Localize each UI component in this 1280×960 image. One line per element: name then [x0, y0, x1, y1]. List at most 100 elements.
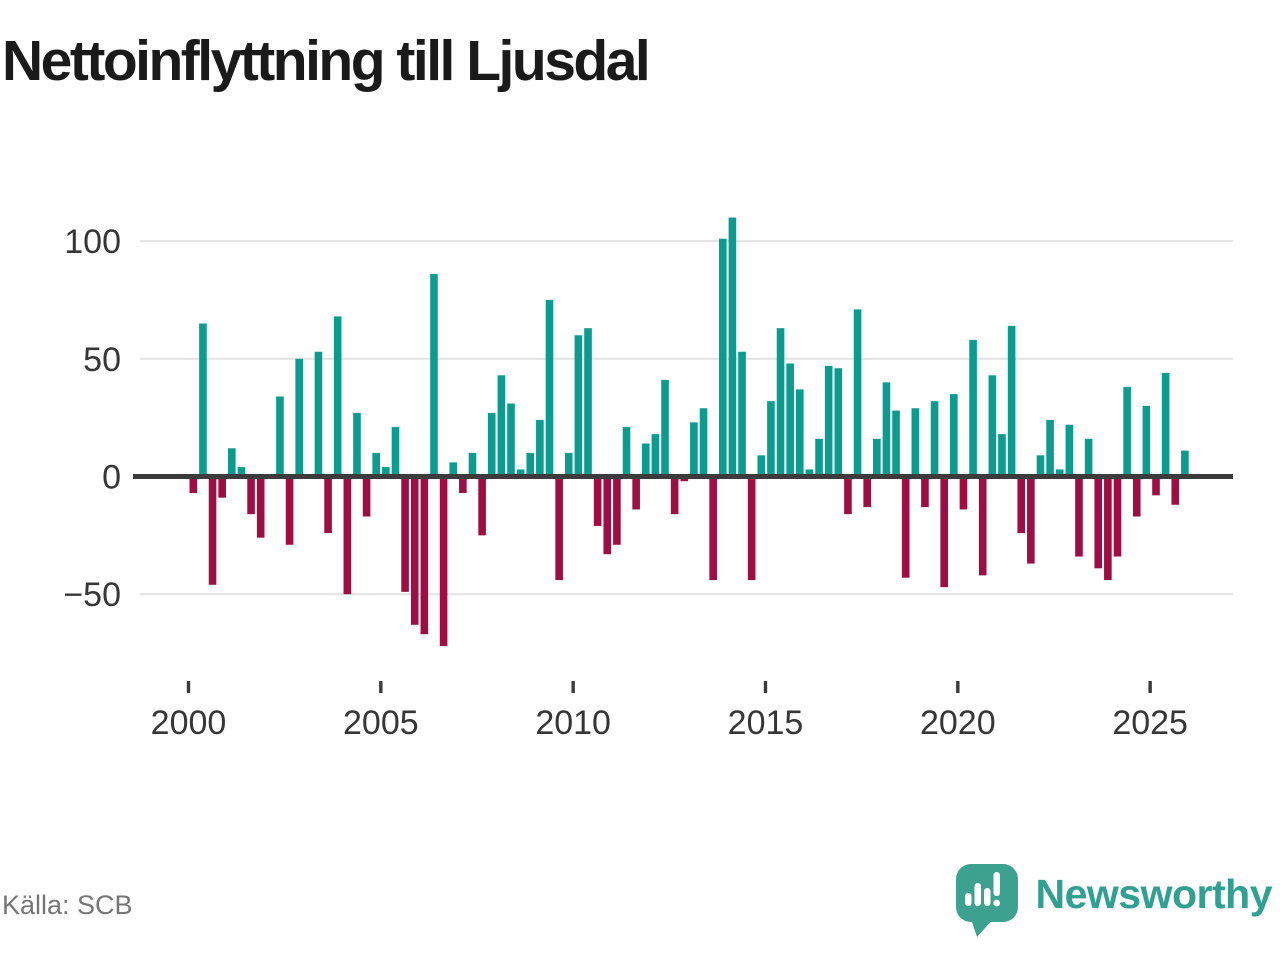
bar-2018-Q2 [892, 410, 900, 477]
bar-2013-Q3 [709, 476, 717, 581]
bar-2010-Q4 [603, 476, 612, 555]
bar-2003-Q3 [324, 476, 332, 533]
x-tick [571, 681, 575, 693]
bar-2008-Q2 [507, 403, 515, 477]
bar-2004-Q1 [343, 476, 352, 595]
bar-2014-Q4 [757, 455, 766, 477]
bar-2012-Q1 [651, 434, 660, 477]
bar-2018-Q4 [911, 408, 920, 477]
bar-2017-Q4 [873, 438, 881, 477]
bar-2007-Q1 [459, 476, 467, 493]
bar-2018-Q3 [901, 476, 910, 578]
bar-2015-Q1 [767, 401, 775, 477]
bar-2015-Q4 [796, 389, 804, 477]
bar-2017-Q3 [863, 476, 871, 508]
bar-2023-Q1 [1075, 476, 1083, 557]
x-tick-label: 2000 [151, 704, 227, 742]
x-tick-label: 2005 [343, 704, 419, 742]
bar-2011-Q2 [622, 427, 631, 477]
bar-2019-Q3 [940, 476, 949, 588]
bar-2001-Q2 [237, 467, 246, 477]
x-tick [379, 681, 383, 693]
bar-2011-Q1 [613, 476, 621, 545]
x-tick [956, 681, 960, 693]
bar-2015-Q2 [776, 328, 785, 477]
bar-2022-Q4 [1065, 424, 1074, 477]
bar-2013-Q4 [718, 238, 727, 477]
bar-2021-Q4 [1027, 476, 1035, 564]
bar-2001-Q4 [256, 476, 265, 538]
bar-2016-Q4 [834, 368, 843, 477]
bar-2014-Q1 [728, 217, 737, 477]
bar-2009-Q3 [555, 476, 563, 581]
bar-2006-Q2 [430, 274, 438, 477]
x-tick [186, 681, 191, 693]
bar-2009-Q2 [545, 299, 554, 477]
bar-2010-Q3 [593, 476, 602, 526]
bar-2019-Q1 [921, 476, 929, 508]
bar-2011-Q4 [641, 443, 650, 477]
bar-2010-Q2 [584, 328, 592, 477]
chart-title: Nettoinflyttning till Ljusdal [2, 29, 651, 93]
bar-2025-Q1 [1152, 476, 1160, 496]
x-tick-label: 2025 [1112, 704, 1188, 742]
gridline [140, 593, 1233, 596]
bar-2010-Q1 [574, 335, 583, 477]
bar-2011-Q3 [632, 476, 640, 510]
bar-2008-Q3 [516, 469, 525, 477]
y-tick-label: 50 [83, 341, 121, 379]
bar-2000-Q3 [208, 476, 217, 585]
bar-2022-Q2 [1046, 420, 1054, 477]
bar-2002-Q3 [285, 476, 294, 545]
bar-2016-Q3 [824, 365, 833, 477]
bar-2019-Q4 [950, 394, 958, 477]
bar-2021-Q1 [998, 434, 1006, 477]
gridline [140, 357, 1233, 360]
bar-2020-Q4 [988, 375, 997, 477]
newsworthy-logo: Newsworthy [955, 856, 1273, 940]
bar-2009-Q4 [564, 452, 573, 477]
bar-2007-Q4 [487, 412, 496, 477]
bar-2021-Q3 [1017, 476, 1026, 533]
bar-2025-Q3 [1171, 476, 1180, 505]
bar-2016-Q1 [805, 469, 814, 477]
bar-2003-Q4 [333, 316, 342, 477]
bar-2006-Q1 [420, 476, 429, 635]
bar-2024-Q2 [1123, 387, 1131, 477]
source-caption: Källa: SCB [2, 890, 133, 920]
bar-2000-Q2 [199, 323, 207, 477]
bar-2005-Q4 [410, 476, 419, 625]
newsworthy-wordmark: Newsworthy [1035, 870, 1273, 917]
bar-2001-Q3 [247, 476, 255, 515]
bar-2015-Q3 [786, 363, 794, 477]
bar-2023-Q4 [1104, 476, 1112, 581]
bar-2006-Q4 [449, 462, 458, 477]
bar-2025-Q2 [1161, 372, 1170, 477]
bar-2008-Q4 [526, 452, 535, 477]
bar-2004-Q2 [353, 412, 361, 477]
x-tick-label: 2015 [728, 704, 804, 742]
y-tick-label: 100 [64, 223, 121, 261]
bar-2000-Q4 [218, 476, 226, 498]
bar-2014-Q3 [747, 476, 756, 581]
bar-2002-Q2 [276, 396, 284, 477]
bar-2024-Q3 [1132, 476, 1141, 517]
bar-2004-Q3 [362, 476, 371, 517]
bar-2009-Q1 [536, 420, 544, 477]
bar-2023-Q2 [1084, 438, 1093, 477]
bar-2020-Q3 [978, 476, 987, 576]
bar-2005-Q3 [401, 476, 409, 592]
bar-2022-Q3 [1055, 469, 1064, 477]
zero-axis-line [133, 474, 1233, 479]
bar-2020-Q1 [959, 476, 968, 510]
bar-2012-Q3 [670, 476, 679, 515]
bar-2006-Q3 [439, 476, 448, 646]
bar-2003-Q2 [314, 351, 323, 477]
x-tick-label: 2010 [535, 704, 611, 742]
bar-2008-Q1 [497, 375, 506, 477]
bar-2005-Q2 [391, 427, 400, 477]
bar-2025-Q4 [1181, 450, 1189, 477]
bar-2017-Q2 [853, 309, 862, 477]
bar-2013-Q2 [699, 408, 708, 477]
